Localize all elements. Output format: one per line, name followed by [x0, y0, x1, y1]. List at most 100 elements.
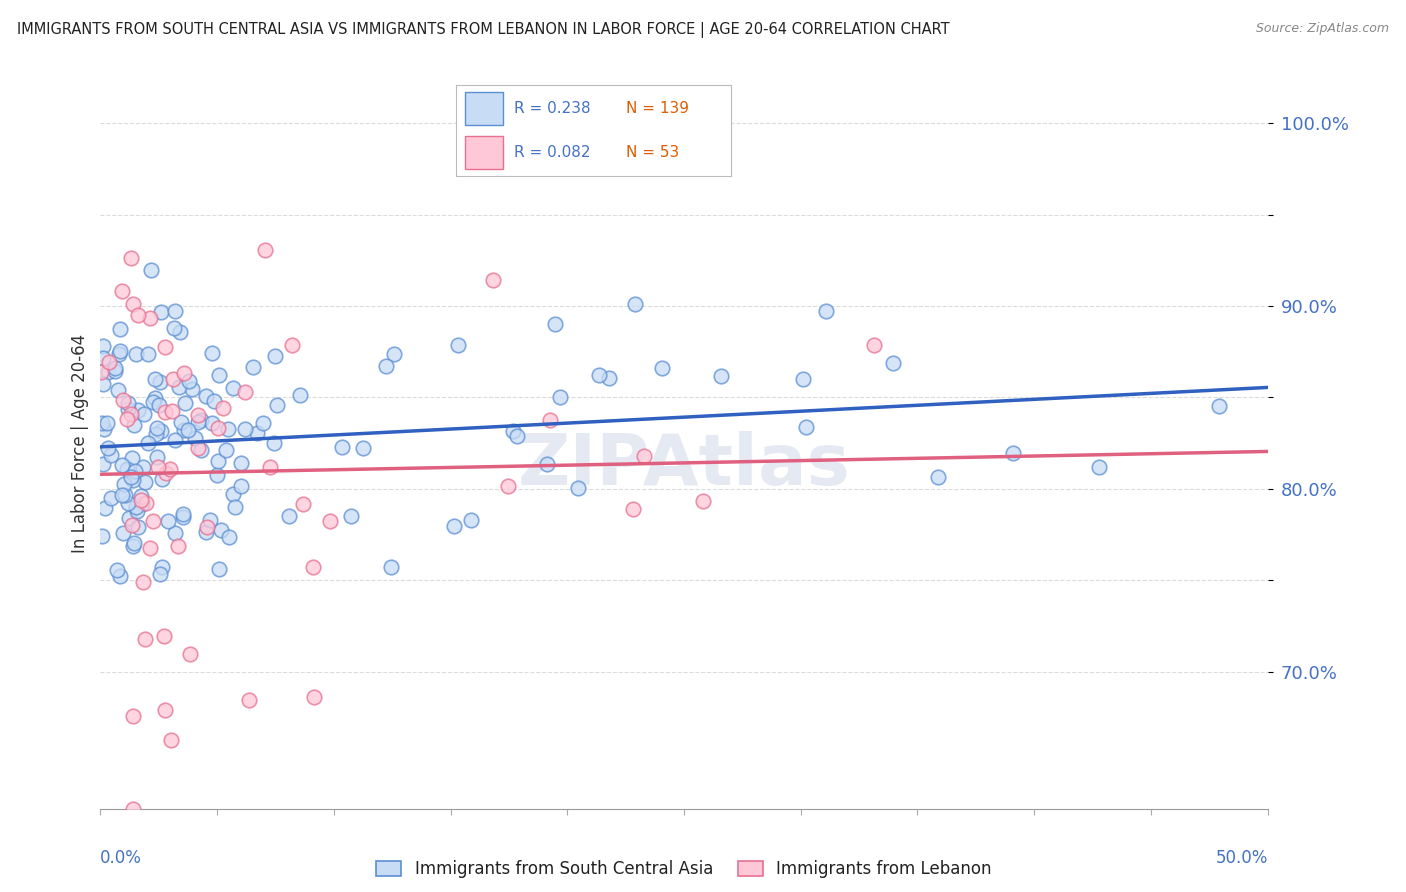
- Point: [117, 412, 139, 426]
- Point: [146, 459, 169, 474]
- Point: [1208, 400, 1230, 414]
- Point: [108, 568, 131, 582]
- Point: [382, 347, 405, 361]
- Point: [208, 562, 231, 576]
- Point: [259, 459, 281, 474]
- Point: [150, 472, 173, 486]
- Point: [215, 442, 238, 457]
- Point: [263, 350, 285, 364]
- Point: [139, 310, 162, 325]
- Point: [207, 421, 229, 435]
- Point: [167, 380, 190, 394]
- Point: [143, 392, 166, 406]
- Point: [222, 487, 245, 501]
- Point: [692, 494, 714, 508]
- Point: [163, 526, 186, 541]
- Point: [170, 415, 193, 429]
- Point: [111, 284, 134, 298]
- Point: [159, 462, 181, 476]
- Point: [621, 502, 644, 516]
- Point: [201, 346, 224, 360]
- Point: [117, 401, 139, 416]
- Point: [190, 443, 212, 458]
- Point: [794, 419, 817, 434]
- Point: [340, 508, 363, 523]
- Point: [97, 355, 120, 369]
- Point: [132, 460, 155, 475]
- Text: 50.0%: 50.0%: [1215, 849, 1268, 867]
- Point: [108, 322, 131, 336]
- Point: [131, 492, 153, 507]
- Point: [623, 297, 645, 311]
- Point: [548, 390, 571, 404]
- Point: [111, 526, 134, 541]
- Point: [208, 368, 231, 383]
- Point: [194, 388, 217, 402]
- Point: [160, 733, 183, 747]
- Point: [263, 436, 285, 450]
- Point: [181, 382, 204, 396]
- Point: [121, 473, 143, 487]
- Point: [598, 370, 620, 384]
- Point: [100, 449, 122, 463]
- Point: [588, 368, 610, 382]
- Point: [304, 690, 326, 704]
- Point: [162, 404, 184, 418]
- Text: IMMIGRANTS FROM SOUTH CENTRAL ASIA VS IMMIGRANTS FROM LEBANON IN LABOR FORCE | A: IMMIGRANTS FROM SOUTH CENTRAL ASIA VS IM…: [17, 22, 949, 38]
- Point: [177, 424, 200, 438]
- Point: [104, 364, 127, 378]
- Point: [174, 396, 197, 410]
- Point: [218, 530, 240, 544]
- Point: [120, 407, 142, 421]
- Point: [1088, 460, 1111, 475]
- Point: [380, 560, 402, 574]
- Point: [148, 398, 170, 412]
- Point: [111, 392, 134, 407]
- Point: [224, 500, 246, 515]
- Point: [136, 435, 159, 450]
- Point: [278, 509, 301, 524]
- Point: [165, 434, 187, 448]
- Point: [91, 529, 114, 543]
- Point: [253, 244, 276, 258]
- Point: [134, 407, 156, 421]
- Point: [229, 456, 252, 470]
- Point: [814, 304, 837, 318]
- Point: [112, 477, 135, 491]
- Y-axis label: In Labor Force | Age 20-64: In Labor Force | Age 20-64: [72, 334, 89, 553]
- Point: [207, 454, 229, 468]
- Point: [145, 421, 167, 435]
- Point: [150, 425, 173, 439]
- Point: [374, 359, 396, 373]
- Point: [94, 500, 117, 515]
- Point: [217, 422, 239, 436]
- Point: [124, 536, 146, 550]
- Point: [142, 395, 165, 409]
- Point: [187, 409, 209, 423]
- Point: [143, 372, 166, 386]
- Point: [536, 457, 558, 471]
- Point: [96, 416, 118, 430]
- Legend: Immigrants from South Central Asia, Immigrants from Lebanon: Immigrants from South Central Asia, Immi…: [370, 854, 998, 885]
- Point: [150, 305, 173, 319]
- Point: [96, 365, 118, 379]
- Point: [117, 496, 139, 510]
- Point: [252, 416, 274, 430]
- Point: [460, 513, 482, 527]
- Point: [115, 462, 138, 476]
- Point: [202, 393, 225, 408]
- Point: [149, 375, 172, 389]
- Point: [124, 464, 146, 478]
- Point: [111, 488, 134, 502]
- Point: [242, 360, 264, 375]
- Point: [125, 347, 148, 361]
- Point: [246, 426, 269, 441]
- Point: [447, 338, 470, 352]
- Point: [145, 426, 167, 441]
- Point: [91, 339, 114, 353]
- Point: [91, 457, 114, 471]
- Point: [104, 360, 127, 375]
- Point: [173, 424, 195, 438]
- Point: [172, 507, 194, 521]
- Point: [90, 365, 112, 379]
